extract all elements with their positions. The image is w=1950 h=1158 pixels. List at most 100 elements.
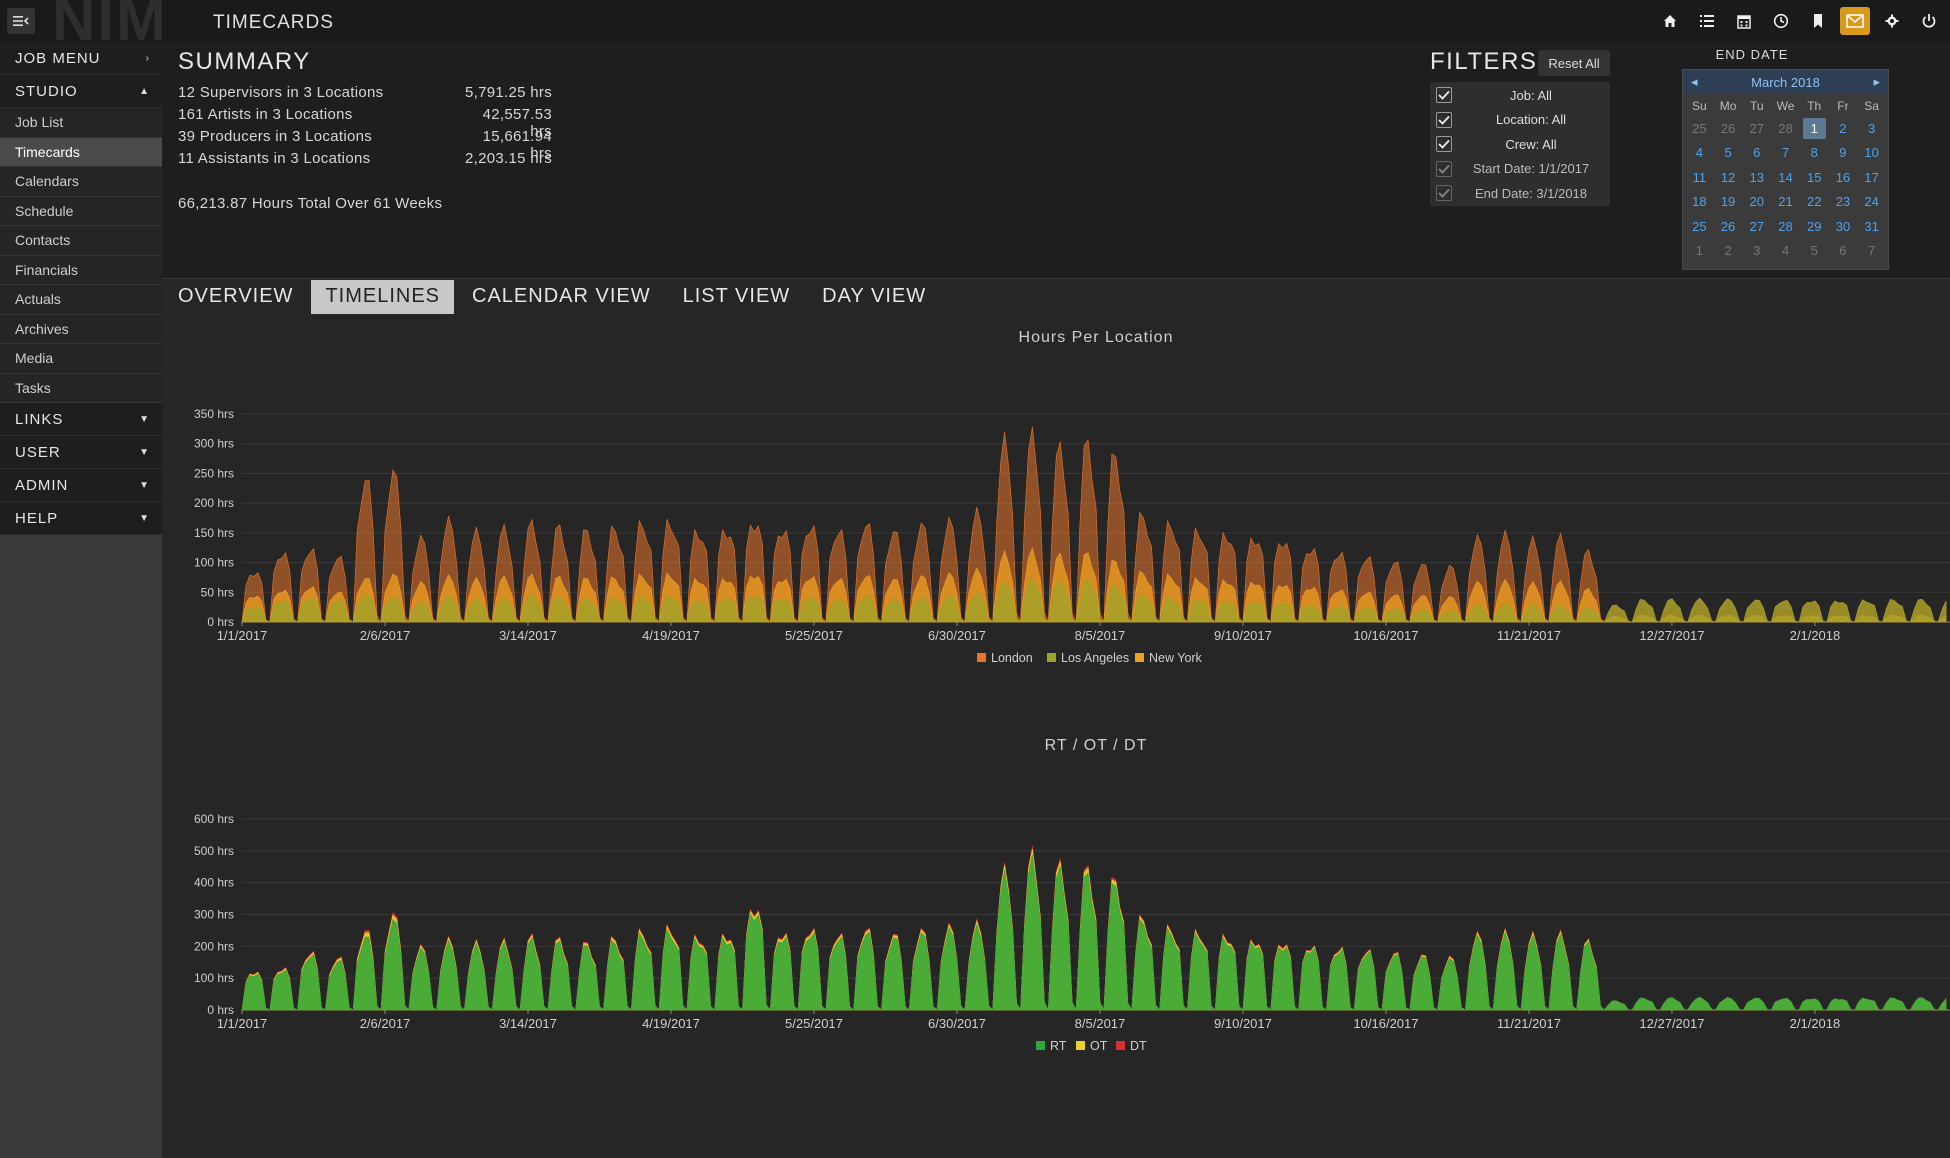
calendar-day[interactable]: 27 (1749, 120, 1765, 136)
sidebar-item-actuals[interactable]: Actuals (0, 285, 162, 315)
sidebar-section-user[interactable]: USER ▼ (0, 436, 162, 469)
mail-button[interactable] (1840, 7, 1870, 35)
calendar-day[interactable]: 28 (1778, 218, 1793, 234)
sidebar-section-help[interactable]: HELP ▼ (0, 502, 162, 535)
calendar-day[interactable]: 31 (1864, 218, 1879, 234)
calendar-day[interactable]: 17 (1864, 169, 1879, 185)
calendar-day-selected[interactable]: 1 (1802, 118, 1826, 139)
sidebar-studio-section[interactable]: STUDIO ▲ (0, 75, 162, 108)
calendar-day[interactable]: 6 (1753, 145, 1761, 161)
calendar-day[interactable]: 16 (1835, 169, 1851, 185)
home-button[interactable] (1655, 7, 1685, 35)
filter-row[interactable]: End Date: 3/1/2018 (1430, 180, 1610, 206)
calendar-day[interactable]: 10 (1864, 145, 1879, 161)
sidebar-section-links[interactable]: LINKS ▼ (0, 403, 162, 436)
list-button[interactable] (1692, 7, 1722, 35)
calendar-day[interactable]: 26 (1720, 120, 1736, 136)
calendar-day[interactable]: 30 (1835, 218, 1851, 234)
calendar-day[interactable]: 29 (1806, 218, 1822, 234)
calendar-day[interactable]: 3 (1868, 120, 1876, 136)
filter-checkbox[interactable] (1436, 136, 1452, 152)
calendar-day[interactable]: 12 (1720, 169, 1736, 185)
filter-label: End Date: 3/1/2018 (1474, 185, 1588, 201)
calendar-day[interactable]: 28 (1778, 120, 1793, 136)
tab-timelines[interactable]: TIMELINES (311, 280, 455, 314)
filter-checkbox[interactable] (1436, 111, 1452, 128)
filter-checkbox[interactable] (1436, 160, 1452, 177)
calendar-day[interactable]: 23 (1835, 194, 1851, 210)
filter-label: Start Date: 1/1/2017 (1472, 161, 1590, 176)
y-tick-label: 100 hrs (194, 556, 234, 570)
calendar-day[interactable]: 24 (1864, 194, 1879, 210)
filter-checkbox[interactable] (1436, 87, 1452, 103)
tab-overview[interactable]: OVERVIEW (178, 285, 294, 307)
calendar-day[interactable]: 18 (1692, 194, 1707, 210)
legend-swatch (977, 653, 986, 662)
filter-row[interactable]: Start Date: 1/1/2017 (1430, 155, 1610, 182)
calendar-day[interactable]: 4 (1695, 145, 1703, 161)
sidebar-item-financials[interactable]: Financials (0, 255, 162, 285)
bookmark-button[interactable] (1803, 7, 1833, 35)
calendar-day[interactable]: 19 (1720, 194, 1736, 210)
calendar-day[interactable]: 15 (1806, 169, 1822, 185)
calendar-next-button[interactable]: ▸ (1873, 74, 1880, 89)
calendar-day[interactable]: 7 (1868, 243, 1876, 259)
filter-row[interactable]: Job: All (1430, 82, 1610, 108)
sidebar-section-label: USER (15, 443, 61, 461)
sidebar-item-tasks[interactable]: Tasks (0, 373, 162, 403)
calendar-day[interactable]: 21 (1778, 194, 1793, 210)
calendar-prev-button[interactable]: ◂ (1691, 74, 1698, 89)
calendar-day[interactable]: 26 (1720, 218, 1736, 234)
tab-day-view[interactable]: DAY VIEW (822, 285, 927, 307)
calendar-day[interactable]: 27 (1749, 218, 1765, 234)
filter-checkbox[interactable] (1436, 185, 1452, 201)
calendar-day[interactable]: 2 (1724, 243, 1732, 259)
calendar-day[interactable]: 2 (1839, 120, 1847, 136)
calendar-day[interactable]: 20 (1749, 194, 1765, 210)
sidebar-item-job-list[interactable]: Job List (0, 108, 162, 138)
calendar-day[interactable]: 4 (1781, 243, 1790, 259)
calendar-day[interactable]: 6 (1839, 243, 1847, 259)
sidebar: JOB MENU › STUDIO ▲ Job List Timecards Cal… (0, 42, 162, 1158)
filter-row[interactable]: Location: All (1430, 106, 1610, 133)
calendar-button[interactable] (1729, 7, 1759, 35)
sidebar-item-schedule[interactable]: Schedule (0, 196, 162, 226)
power-button[interactable] (1914, 7, 1944, 35)
summary-total: 66,213.87 Hours Total Over 61 Weeks (178, 195, 443, 212)
calendar-month-label[interactable]: March 2018 (1751, 74, 1820, 90)
tab-calendar-view[interactable]: CALENDAR VIEW (472, 285, 651, 307)
legend-label: OT (1090, 1039, 1108, 1053)
x-tick-label: 10/16/2017 (1353, 628, 1418, 643)
calendar-icon (1737, 13, 1751, 29)
calendar-day[interactable]: 22 (1806, 194, 1822, 210)
reset-all-button[interactable]: Reset All (1538, 50, 1610, 76)
calendar-day[interactable]: 25 (1692, 218, 1707, 234)
filter-row[interactable]: Crew: All (1430, 131, 1610, 157)
sidebar-item-media[interactable]: Media (0, 344, 162, 374)
calendar-day[interactable]: 3 (1753, 243, 1761, 259)
clock-button[interactable] (1766, 7, 1796, 35)
calendar-day[interactable]: 14 (1778, 169, 1793, 185)
calendar-day[interactable]: 11 (1692, 169, 1707, 185)
sidebar-item-calendars[interactable]: Calendars (0, 167, 162, 197)
sidebar-item-contacts[interactable]: Contacts (0, 226, 162, 256)
calendar-day[interactable]: 8 (1810, 145, 1818, 161)
sidebar-section-admin[interactable]: ADMIN ▼ (0, 469, 162, 502)
calendar-day[interactable]: 5 (1810, 243, 1818, 259)
filters-title: FILTERS (1430, 48, 1538, 75)
sidebar-item-timecards[interactable]: Timecards (0, 137, 162, 167)
gear-button[interactable] (1877, 7, 1907, 35)
calendar-day[interactable]: 9 (1839, 145, 1847, 161)
legend-swatch (1036, 1041, 1045, 1050)
sidebar-item-archives[interactable]: Archives (0, 314, 162, 344)
summary-row-label: 11 Assistants in 3 Locations (178, 150, 371, 167)
calendar-day[interactable]: 1 (1695, 243, 1703, 259)
menu-toggle-button[interactable] (7, 8, 35, 34)
calendar-day[interactable]: 7 (1781, 145, 1790, 161)
sidebar-job-menu[interactable]: JOB MENU › (0, 42, 162, 75)
calendar-day[interactable]: 13 (1749, 169, 1765, 185)
filter-label: Crew: All (1505, 136, 1557, 152)
tab-list-view[interactable]: LIST VIEW (682, 285, 791, 307)
calendar-day[interactable]: 5 (1724, 145, 1732, 161)
calendar-day[interactable]: 25 (1692, 120, 1707, 136)
